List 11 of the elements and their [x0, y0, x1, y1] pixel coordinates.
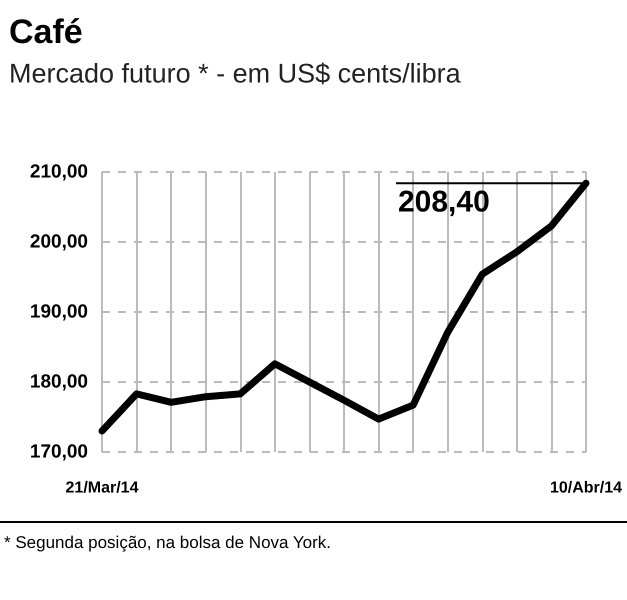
x-tick-label: 21/Mar/14: [66, 480, 139, 496]
y-tick-label: 210,00: [30, 162, 88, 182]
text: * Segunda posição, na bolsa de Nova York.: [4, 533, 332, 552]
x-tick-label: 10/Abr/14: [550, 480, 622, 496]
annotation: 208,40: [398, 186, 490, 219]
chart-subtitle: Mercado futuro * - em US$ cents/libra: [9, 58, 462, 88]
y-tick-label: 200,00: [30, 232, 88, 252]
y-tick-label: 190,00: [30, 302, 88, 322]
chart-title: Café: [9, 13, 83, 51]
y-tick-label: 170,00: [30, 442, 88, 462]
y-tick-label: 180,00: [30, 372, 88, 392]
